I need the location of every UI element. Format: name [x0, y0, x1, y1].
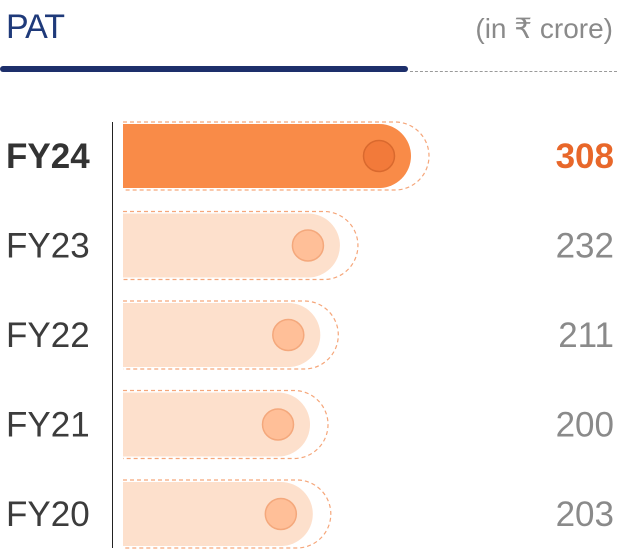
category-label-fy23: FY23: [6, 227, 90, 266]
bar-outline-fy21: [123, 389, 329, 460]
bar-outline-fy20: [123, 479, 332, 549]
bar-fy20: [123, 482, 313, 546]
bar-knob-fy21: [261, 408, 295, 441]
bar-outline-fy22: [123, 300, 339, 370]
bar-fy22: [123, 303, 321, 367]
category-label-fy22: FY22: [6, 316, 90, 355]
value-label-fy24: 308: [556, 137, 614, 176]
category-label-fy21: FY21: [6, 406, 90, 445]
category-axis-line: [112, 122, 113, 548]
bar-knob-fy24: [362, 139, 396, 173]
bar-outline-fy23: [123, 210, 359, 281]
value-label-fy22: 211: [558, 316, 614, 355]
bar-fy21: [123, 392, 311, 457]
value-label-fy20: 203: [556, 495, 614, 534]
category-label-fy20: FY20: [6, 495, 90, 534]
bar-knob-fy22: [272, 318, 305, 352]
unit-label: (in ₹ crore): [475, 13, 613, 44]
bar-outline-fy24: [123, 121, 430, 191]
value-label-fy21: 200: [556, 406, 614, 445]
bar-fy24: [123, 124, 411, 188]
bar-knob-fy23: [291, 229, 325, 262]
category-label-fy24: FY24: [6, 137, 90, 176]
title-underline: [0, 66, 408, 72]
bar-knob-fy20: [264, 497, 298, 531]
chart-title: PAT: [6, 8, 65, 46]
title-dashed-rule: [410, 71, 617, 72]
value-label-fy23: 232: [556, 227, 614, 266]
bar-fy23: [123, 213, 340, 278]
